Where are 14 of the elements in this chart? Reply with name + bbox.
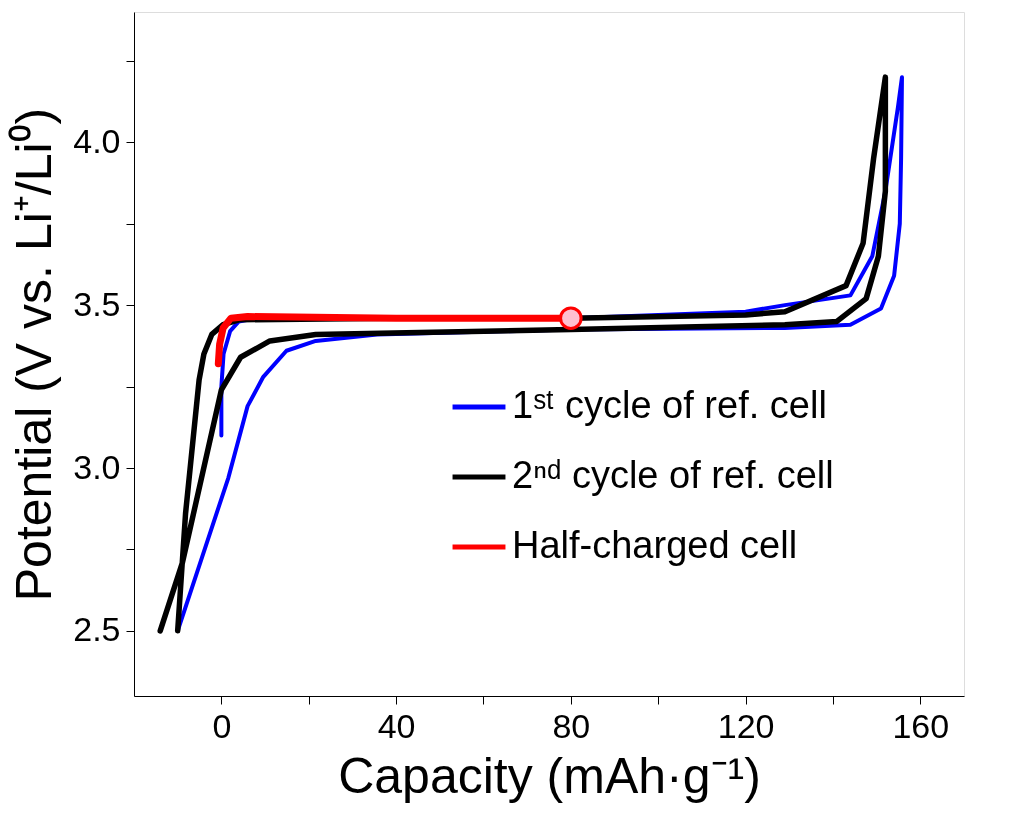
legend-label: 2ⁿᵈ cycle of ref. cell [512,454,834,496]
text: 3.0 [73,447,121,486]
text: 4.0 [73,121,121,160]
x-tick-label: 160 [892,706,950,745]
y-axis-title: Potential (V vs. Li⁺/Li⁰) [6,107,63,602]
legend-label: 1ˢᵗ cycle of ref. cell [512,384,827,426]
x-tick-label: 120 [717,706,775,745]
x-axis-title: Capacity (mAh·g⁻¹) [338,747,761,804]
x-tick-label: 80 [552,706,591,745]
legend-label: Half-charged cell [512,524,798,566]
x-tick-label: 40 [377,706,416,745]
y-tick-label: 2.5 [73,610,121,649]
y-tick-label: 3.5 [73,284,121,323]
x-tick-label: 0 [212,706,232,745]
